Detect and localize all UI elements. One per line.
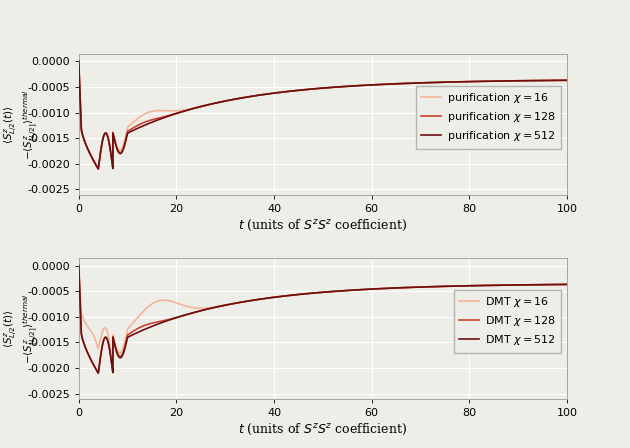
X-axis label: $t$ (units of $S^zS^z$ coefficient): $t$ (units of $S^zS^z$ coefficient) bbox=[238, 422, 408, 437]
Y-axis label: $\langle S^z_{L/2}(t)\rangle$
$- \langle S^z_{[L/2]}\rangle^{thermal}$: $\langle S^z_{L/2}(t)\rangle$ $- \langle… bbox=[3, 293, 40, 364]
Legend: DMT $\chi = 16$, DMT $\chi = 128$, DMT $\chi = 512$: DMT $\chi = 16$, DMT $\chi = 128$, DMT $… bbox=[454, 290, 561, 353]
Legend: purification $\chi = 16$, purification $\chi = 128$, purification $\chi = 512$: purification $\chi = 16$, purification $… bbox=[416, 86, 561, 149]
X-axis label: $t$ (units of $S^zS^z$ coefficient): $t$ (units of $S^zS^z$ coefficient) bbox=[238, 218, 408, 233]
Y-axis label: $\langle S^z_{L/2}(t)\rangle$
$- \langle S^z_{[L/2]}\rangle^{thermal}$: $\langle S^z_{L/2}(t)\rangle$ $- \langle… bbox=[3, 89, 40, 159]
